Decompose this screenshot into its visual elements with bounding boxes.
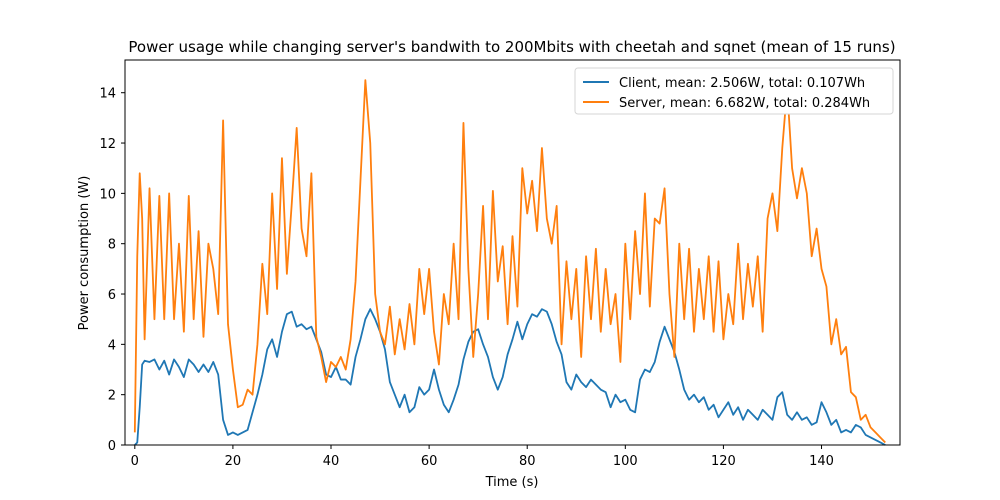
server-series-line [133,79,886,444]
y-tick-label: 8 [108,238,116,253]
y-tick-label: 2 [108,389,116,404]
legend-client-label: Client, mean: 2.506W, total: 0.107Wh [619,76,865,91]
x-tick-label: 120 [711,454,736,469]
legend-box [574,67,894,115]
y-axis-label: Power consumption (W) [77,176,92,331]
plot-background [125,60,900,445]
y-tick-label: 12 [99,137,116,152]
x-tick-label: 0 [131,454,139,469]
plot-area [125,60,900,445]
x-axis-label: Time (s) [485,475,539,490]
y-tick-label: 14 [99,87,116,102]
x-tick-label: 140 [809,454,834,469]
y-tick-label: 6 [108,288,116,303]
legend: Client, mean: 2.506W, total: 0.107Wh Serv… [574,67,894,115]
chart-title: Power usage while changing server's band… [128,38,895,56]
y-tick-label: 4 [108,338,116,353]
axes-layer [124,59,901,446]
series-layer [133,79,886,446]
client-series-line [134,308,886,446]
x-tick-label: 100 [613,454,638,469]
plot-frame [124,59,901,446]
x-tick-label: 20 [225,454,242,469]
y-tick-label: 0 [108,439,116,454]
ticks-layer: 0 20 40 60 80 100 120 140 0 2 4 6 8 10 12 14 [99,87,833,469]
legend-server-label: Server, mean: 6.682W, total: 0.284Wh [619,96,870,111]
y-tick-label: 10 [99,187,116,202]
x-tick-label: 40 [323,454,340,469]
x-tick-label: 60 [421,454,438,469]
x-tick-label: 80 [519,454,536,469]
